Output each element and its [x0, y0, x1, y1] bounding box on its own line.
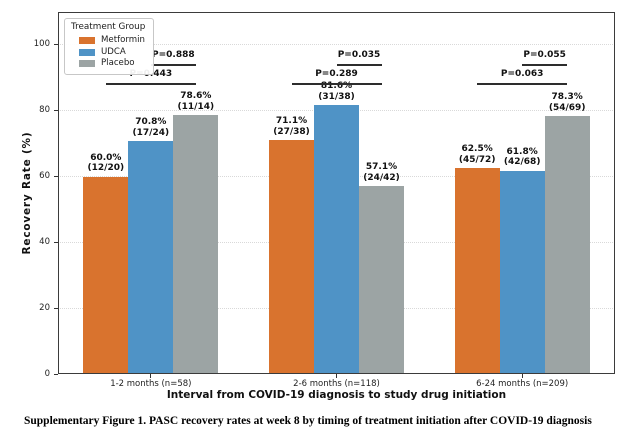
x-tick: [150, 374, 152, 378]
pvalue-bracket: [105, 83, 196, 85]
bar-metformin-group1: [83, 176, 129, 374]
legend-item-metformin: Metformin: [71, 35, 145, 47]
legend-label-udca: UDCA: [101, 46, 126, 57]
x-tick: [336, 374, 337, 378]
bar-placebo-group3: [544, 116, 590, 374]
bar-value-label: 81.6% (31/38): [318, 81, 355, 102]
pvalue-bracket: [150, 64, 196, 66]
pvalue-bracket: [291, 83, 382, 85]
placebo-swatch-icon: [79, 60, 95, 68]
bar-metformin-group3: [454, 168, 500, 374]
pvalue-label: P=0.888: [152, 50, 195, 60]
bar-metformin-group2: [269, 140, 314, 374]
bar-value-label: 60.0% (12/20): [87, 152, 125, 174]
bar-udca-group2: [314, 105, 359, 374]
bar-value-label: 57.1% (24/42): [363, 162, 400, 183]
y-tick-label: 80: [39, 105, 50, 116]
udca-swatch-icon: [79, 48, 95, 56]
bar-udca-group3: [499, 170, 545, 374]
y-tick-label: 0: [44, 368, 50, 379]
figure-caption: Supplementary Figure 1. PASC recovery ra…: [24, 415, 592, 427]
pvalue-label: P=0.289: [315, 69, 358, 79]
y-tick-label: 100: [33, 39, 50, 50]
bar-placebo-group1: [173, 115, 219, 374]
bar-value-label: 61.8% (42/68): [503, 146, 541, 168]
pvalue-bracket: [336, 64, 382, 66]
bar-value-label: 62.5% (45/72): [458, 144, 496, 165]
legend-label-placebo: Placebo: [101, 58, 135, 68]
bar-value-label: 71.1% (27/38): [273, 116, 310, 137]
pvalue-label: P=0.063: [500, 69, 544, 79]
bar-value-label: 70.8% (17/24): [132, 117, 170, 138]
y-tick-label: 20: [39, 302, 50, 313]
y-axis-label: Recovery Rate (%): [21, 131, 33, 255]
legend: Treatment Group Metformin UDCA Placebo: [64, 18, 155, 75]
legend-item-udca: UDCA: [71, 47, 145, 59]
pvalue-label: P=0.035: [337, 50, 381, 60]
pvalue-bracket: [477, 83, 568, 85]
legend-label-metformin: Metformin: [101, 35, 145, 45]
legend-item-placebo: Placebo: [71, 58, 145, 70]
gridline: [58, 44, 615, 46]
bar-placebo-group2: [359, 186, 404, 374]
bar-udca-group1: [128, 141, 174, 374]
legend-title: Treatment Group: [71, 22, 146, 32]
bar-value-label: 78.3% (54/69): [548, 92, 586, 113]
x-axis-label: Interval from COVID-19 diagnosis to stud…: [166, 389, 507, 401]
pvalue-bracket: [522, 64, 568, 66]
x-tick: [521, 374, 523, 378]
metformin-swatch-icon: [79, 37, 95, 45]
plot-area: 60.0% (12/20) 70.8% (17/24) 78.6% (11/14) 7…: [58, 12, 615, 374]
pvalue-label: P=0.055: [523, 50, 566, 60]
bar-value-label: 78.6% (11/14): [177, 91, 215, 112]
